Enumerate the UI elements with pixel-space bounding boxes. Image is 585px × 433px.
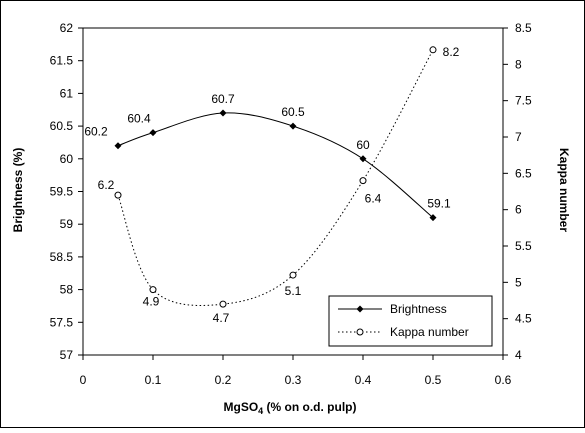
y-left-tick-label: 59.5 xyxy=(50,185,74,199)
kappa-number-point xyxy=(359,177,367,185)
legend-kappa-label: Kappa number xyxy=(390,325,469,339)
y-right-tick-label: 6.5 xyxy=(515,166,532,180)
y-left-tick-label: 60 xyxy=(60,152,74,166)
y-right-tick-label: 8 xyxy=(515,57,522,71)
kappa-number-data-label: 8.2 xyxy=(443,45,460,59)
y-left-axis-title: Brightness (%) xyxy=(11,148,25,233)
y-right-tick-label: 7.5 xyxy=(515,94,532,108)
x-axis-title-subscript: 4 xyxy=(258,406,263,416)
x-tick-label: 0.2 xyxy=(215,373,232,387)
x-axis-title: MgSO4 (% on o.d. pulp) xyxy=(224,400,357,416)
x-axis-title-rest: (% on o.d. pulp) xyxy=(263,400,356,414)
y-left-tick-label: 60.5 xyxy=(50,119,74,133)
x-tick-label: 0.5 xyxy=(425,373,442,387)
kappa-number-data-label: 6.4 xyxy=(365,192,382,206)
brightness-point xyxy=(149,129,157,137)
brightness-point xyxy=(114,142,122,150)
y-left-tick-label: 58 xyxy=(60,283,74,297)
series-layer xyxy=(114,46,437,308)
x-tick-label: 0.6 xyxy=(495,373,512,387)
y-right-tick-label: 8.5 xyxy=(515,21,532,35)
x-tick-label: 0.3 xyxy=(285,373,302,387)
y-right-tick-label: 5.5 xyxy=(515,239,532,253)
axes: 0 0.1 0.2 0.3 0.4 0.5 0.65757.55858.55959.5606… xyxy=(50,21,532,387)
kappa-number-point xyxy=(114,191,122,199)
brightness-point xyxy=(359,155,367,163)
brightness-data-label: 60 xyxy=(356,138,370,152)
y-left-tick-label: 57.5 xyxy=(50,315,74,329)
y-right-axis-title: Kappa number xyxy=(557,148,571,232)
legend: Brightness Kappa number xyxy=(328,295,493,347)
kappa-number-point xyxy=(149,286,157,294)
kappa-number-data-label: 6.2 xyxy=(98,178,115,192)
kappa-number-point xyxy=(429,46,437,54)
y-left-tick-label: 58.5 xyxy=(50,250,74,264)
x-tick-label: 0 xyxy=(80,373,87,387)
brightness-point xyxy=(219,109,227,117)
brightness-data-label: 60.7 xyxy=(211,92,235,106)
legend-brightness-marker xyxy=(356,305,364,313)
data-labels: 60.2 60.4 60.7 60.5 60 59.1 6.2 4.9 4.7 5.1 6.4 8.2 xyxy=(84,45,459,325)
y-right-tick-label: 4.5 xyxy=(515,312,532,326)
brightness-point xyxy=(429,214,437,222)
kappa-number-point xyxy=(219,300,227,308)
brightness-data-label: 60.5 xyxy=(281,105,305,119)
x-tick-label: 0.1 xyxy=(145,373,162,387)
brightness-data-label: 60.4 xyxy=(127,112,151,126)
y-left-tick-label: 59 xyxy=(60,217,74,231)
y-right-tick-label: 6 xyxy=(515,203,522,217)
legend-box xyxy=(328,295,493,347)
y-left-tick-label: 61 xyxy=(60,86,74,100)
brightness-data-label: 60.2 xyxy=(84,125,108,139)
brightness-data-label: 59.1 xyxy=(427,197,451,211)
kappa-number-data-label: 4.9 xyxy=(143,295,160,309)
y-left-tick-label: 62 xyxy=(60,21,74,35)
legend-kappa-marker xyxy=(356,328,364,336)
y-left-tick-label: 57 xyxy=(60,348,74,362)
y-right-tick-label: 4 xyxy=(515,348,522,362)
y-left-tick-label: 61.5 xyxy=(50,54,74,68)
brightness-point xyxy=(289,122,297,130)
y-right-tick-label: 5 xyxy=(515,275,522,289)
kappa-number-data-label: 4.7 xyxy=(213,311,230,325)
kappa-number-point xyxy=(289,271,297,279)
y-right-tick-label: 7 xyxy=(515,130,522,144)
kappa-number-line xyxy=(117,49,434,306)
kappa-number-data-label: 5.1 xyxy=(285,284,302,298)
x-tick-label: 0.4 xyxy=(355,373,372,387)
x-axis-title-main: MgSO xyxy=(224,400,259,414)
legend-brightness-label: Brightness xyxy=(390,302,447,316)
